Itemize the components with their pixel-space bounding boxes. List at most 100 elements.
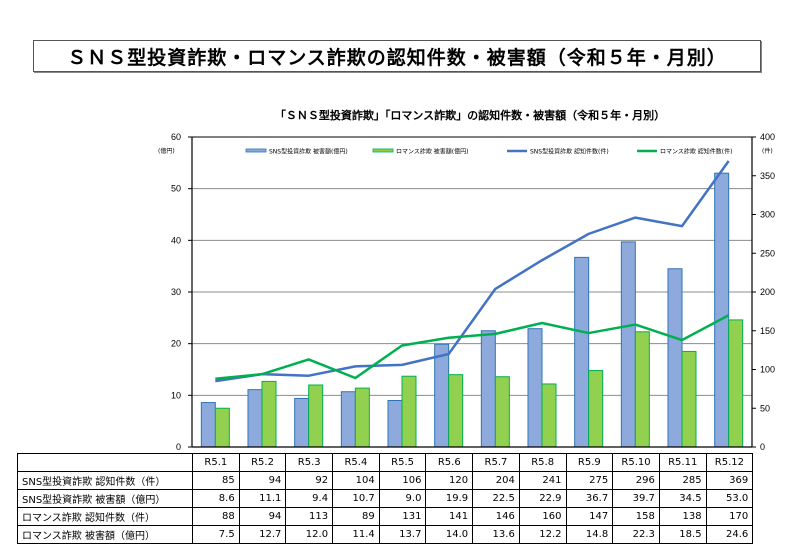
table-cell: 36.7 <box>565 489 614 508</box>
bar <box>387 400 403 448</box>
legend: SNS型投資詐欺 被害額(億円) ロマンス詐欺 被害額(億円) SNS型投資詐欺 認… <box>245 148 732 156</box>
table-cell: 131 <box>378 507 427 526</box>
bar <box>634 331 650 448</box>
table-column-header: R5.4 <box>332 453 380 472</box>
y-right-unit: (件) <box>762 147 773 155</box>
bar <box>494 376 510 448</box>
y-right-tick-label: 0 <box>760 442 765 452</box>
bar <box>247 389 263 448</box>
legend-label: SNS型投資詐欺 認知件数(件) <box>530 148 609 156</box>
bar <box>620 241 636 448</box>
table-row: ロマンス詐欺 認知件数（件） 88 94 113 89 131 141 146 160 147 15… <box>17 507 754 526</box>
y-left-unit: (億円) <box>158 147 175 155</box>
bar <box>434 343 450 448</box>
legend-swatch <box>372 148 394 153</box>
table-cell: 89 <box>332 507 380 526</box>
lines <box>215 160 730 383</box>
y-left-tick-label: 10 <box>171 390 181 400</box>
table-cell: 11.4 <box>332 525 380 544</box>
bar <box>574 256 590 448</box>
table-cell: 92 <box>285 471 334 490</box>
y-right-tick-label: 350 <box>760 171 775 181</box>
bar <box>588 370 604 448</box>
table-column-header: R5.9 <box>565 453 614 472</box>
table-column-header: R5.12 <box>705 453 754 472</box>
y-right-tick-label: 200 <box>760 287 775 297</box>
y-left-tick-label: 50 <box>171 184 181 194</box>
table-column-header: R5.6 <box>425 453 474 472</box>
bar <box>261 380 277 448</box>
table-corner-cell <box>17 453 193 472</box>
bar <box>714 172 730 448</box>
table-row-label: SNS型投資詐欺 認知件数（件） <box>17 471 193 490</box>
bar <box>681 350 697 448</box>
table-cell: 158 <box>612 507 660 526</box>
table-cell: 22.9 <box>518 489 567 508</box>
table-cell: 113 <box>285 507 334 526</box>
table-cell: 18.5 <box>658 525 707 544</box>
table-cell: 104 <box>332 471 380 490</box>
bar <box>340 391 356 448</box>
legend-label: SNS型投資詐欺 被害額(億円) <box>269 148 348 156</box>
table-cell: 13.6 <box>472 525 520 544</box>
axes: 0 10 20 30 40 50 60 (億円) 0 50 100 150 200 250 300 350 40… <box>158 132 775 452</box>
table-cell: 94 <box>238 471 287 490</box>
bar <box>214 407 230 448</box>
y-right-tick-label: 300 <box>760 210 775 220</box>
bars <box>200 172 744 448</box>
y-right-tick-label: 250 <box>760 248 775 258</box>
table-cell: 9.0 <box>378 489 427 508</box>
table-cell: 120 <box>425 471 474 490</box>
bar <box>448 374 464 448</box>
y-right-tick-label: 400 <box>760 132 775 142</box>
table-row: ロマンス詐欺 被害額（億円） 7.5 12.7 12.0 11.4 13.7 14.0 13.… <box>17 525 754 544</box>
series-line <box>215 160 730 383</box>
table-cell: 13.7 <box>378 525 427 544</box>
table-cell: 94 <box>238 507 287 526</box>
main-title: ＳＮＳ型投資詐欺・ロマンス詐欺の認知件数・被害額（令和５年・月別） <box>67 46 727 69</box>
table-cell: 147 <box>565 507 614 526</box>
table-cell: 14.0 <box>425 525 474 544</box>
table-cell: 11.1 <box>238 489 287 508</box>
table-cell: 12.0 <box>285 525 334 544</box>
chart-title: 「ＳＮＳ型投資詐欺」「ロマンス詐欺」の認知件数・被害額（令和５年・月別） <box>274 109 666 122</box>
table-row-label: ロマンス詐欺 認知件数（件） <box>17 507 193 526</box>
bar <box>541 383 557 448</box>
bar <box>480 330 496 448</box>
bar <box>728 319 744 448</box>
table-cell: 7.5 <box>192 525 240 544</box>
table-cell: 106 <box>378 471 427 490</box>
bar <box>200 402 216 448</box>
table-cell: 285 <box>658 471 707 490</box>
y-left-tick-label: 20 <box>171 339 181 349</box>
table-cell: 146 <box>472 507 520 526</box>
table-cell: 160 <box>518 507 567 526</box>
table-cell: 241 <box>518 471 567 490</box>
table-cell: 369 <box>705 471 754 490</box>
table-column-header: R5.3 <box>285 453 334 472</box>
legend-label: ロマンス詐欺 被害額(億円) <box>396 148 468 156</box>
table-cell: 19.9 <box>425 489 474 508</box>
bar <box>308 384 324 448</box>
table-column-header: R5.5 <box>378 453 427 472</box>
table-cell: 34.5 <box>658 489 707 508</box>
bar <box>354 387 370 448</box>
legend-label: ロマンス詐欺 認知件数(件) <box>660 148 732 156</box>
table-row: SNS型投資詐欺 被害額（億円） 8.6 11.1 9.4 10.7 9.0 19.9 22.… <box>17 489 754 508</box>
table-cell: 204 <box>472 471 520 490</box>
y-left-tick-label: 40 <box>171 235 181 245</box>
table-cell: 138 <box>658 507 707 526</box>
data-table: R5.1 R5.2 R5.3 R5.4 R5.5 R5.6 R5.7 R5.8 R5.9 R5.1… <box>17 453 754 544</box>
table-column-header: R5.1 <box>192 453 240 472</box>
main-title-box: ＳＮＳ型投資詐欺・ロマンス詐欺の認知件数・被害額（令和５年・月別） <box>33 40 761 72</box>
table-cell: 39.7 <box>612 489 660 508</box>
table-cell: 8.6 <box>192 489 240 508</box>
y-left-tick-label: 60 <box>171 132 181 142</box>
y-left-tick-label: 30 <box>171 287 181 297</box>
table-column-header: R5.11 <box>658 453 707 472</box>
y-right-tick-label: 150 <box>760 326 775 336</box>
series-line <box>215 314 730 381</box>
table-row-label: SNS型投資詐欺 被害額（億円） <box>17 489 193 508</box>
table-header-row: R5.1 R5.2 R5.3 R5.4 R5.5 R5.6 R5.7 R5.8 R5.9 R5.1… <box>17 453 754 472</box>
table-cell: 275 <box>565 471 614 490</box>
